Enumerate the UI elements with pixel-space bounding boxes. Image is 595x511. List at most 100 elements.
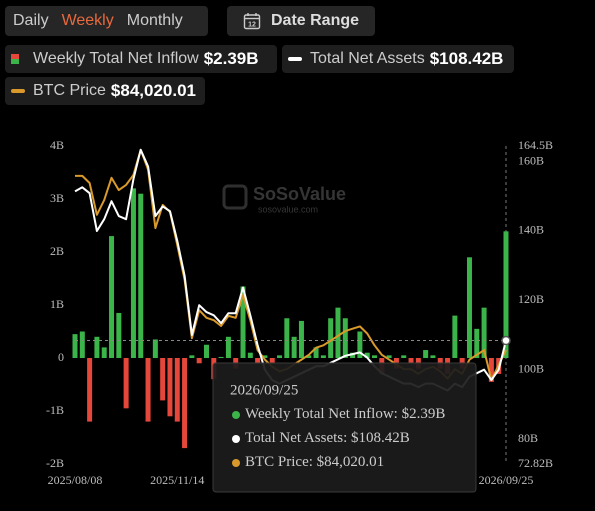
tooltip-row: Total Net Assets: $108.42B bbox=[245, 430, 410, 446]
bar bbox=[79, 331, 85, 358]
bar bbox=[342, 318, 348, 358]
legend-label: Total Net Assets bbox=[310, 50, 425, 67]
tooltip-value: $108.42B bbox=[351, 430, 410, 446]
bar bbox=[94, 336, 100, 358]
bar bbox=[401, 355, 407, 358]
y-tick-label: 0 bbox=[58, 350, 64, 364]
bar bbox=[466, 257, 472, 358]
bar bbox=[123, 358, 129, 409]
y2-tick-label: 164.5B bbox=[518, 138, 553, 152]
tooltip-dot bbox=[232, 435, 240, 443]
bar bbox=[291, 336, 297, 358]
x-tick-label: 2025/11/14 bbox=[150, 473, 204, 487]
bar bbox=[174, 358, 180, 422]
bar bbox=[350, 352, 356, 358]
bar bbox=[182, 358, 188, 449]
bar bbox=[152, 339, 158, 358]
bar bbox=[372, 355, 378, 358]
legend-item: Total Net Assets $108.42B bbox=[282, 45, 514, 73]
bar bbox=[474, 328, 480, 358]
date-range-button[interactable]: 12 Date Range bbox=[227, 6, 375, 36]
tooltip-label: Weekly Total Net Inflow: bbox=[245, 406, 398, 422]
bar bbox=[255, 358, 261, 364]
bar bbox=[306, 355, 312, 358]
legend-value: $84,020.01 bbox=[110, 81, 196, 100]
bar bbox=[328, 318, 334, 358]
watermark-logo bbox=[222, 184, 248, 210]
tooltip-dot bbox=[232, 459, 240, 467]
bar bbox=[269, 358, 275, 364]
legend-label: Weekly Total Net Inflow bbox=[33, 50, 199, 67]
bar bbox=[218, 356, 224, 358]
y2-tick-label: 120B bbox=[518, 292, 544, 306]
period-tab[interactable]: Weekly bbox=[61, 12, 114, 29]
bar bbox=[364, 352, 370, 358]
y2-tick-label: 160B bbox=[518, 153, 544, 167]
bar bbox=[503, 231, 509, 358]
bar bbox=[408, 358, 414, 364]
bar bbox=[130, 188, 136, 358]
legend-icon bbox=[11, 54, 19, 64]
y-tick-label: 3B bbox=[50, 191, 64, 205]
tooltip-value: $2.39B bbox=[402, 406, 446, 422]
bar bbox=[320, 355, 326, 358]
calendar-day: 12 bbox=[248, 21, 256, 28]
bar bbox=[189, 355, 195, 358]
tooltip-label: BTC Price: bbox=[245, 454, 313, 470]
bar bbox=[101, 347, 107, 358]
watermark-url: sosovalue.com bbox=[258, 204, 318, 214]
y2-tick-label: 80B bbox=[518, 431, 538, 445]
bar bbox=[72, 334, 78, 358]
period-tab[interactable]: Monthly bbox=[126, 12, 183, 29]
y2-tick-label: 100B bbox=[518, 361, 544, 375]
bar bbox=[262, 355, 268, 358]
y-tick-label: -2B bbox=[46, 456, 64, 470]
bar bbox=[247, 352, 253, 358]
legend-icon bbox=[288, 57, 302, 61]
y-tick-label: 4B bbox=[50, 138, 64, 152]
bar bbox=[335, 307, 341, 358]
latest-point bbox=[501, 335, 511, 346]
legend-label: BTC Price bbox=[33, 82, 106, 99]
tooltip-date: 2026/09/25 bbox=[230, 382, 298, 398]
bar bbox=[203, 344, 209, 358]
tooltip: 2026/09/25 Weekly Total Net Inflow: $2.39… bbox=[212, 362, 477, 493]
bar bbox=[196, 358, 202, 364]
period-tabs: Daily Weekly Monthly bbox=[5, 6, 208, 36]
bar bbox=[109, 236, 115, 358]
bar bbox=[240, 286, 246, 358]
bar bbox=[430, 355, 436, 358]
bar bbox=[357, 331, 363, 358]
bar bbox=[167, 358, 173, 417]
bar bbox=[488, 358, 494, 382]
period-tab[interactable]: Daily bbox=[13, 12, 49, 29]
legend-value: $108.42B bbox=[429, 49, 504, 68]
legend-item: Weekly Total Net Inflow $2.39B bbox=[5, 45, 277, 73]
y2-tick-label: 140B bbox=[518, 223, 544, 237]
bar bbox=[284, 318, 290, 358]
bar bbox=[116, 312, 122, 358]
bar bbox=[481, 307, 487, 358]
watermark-name: SoSoValue bbox=[253, 184, 346, 204]
bar bbox=[87, 358, 93, 422]
tooltip-row: Weekly Total Net Inflow: $2.39B bbox=[245, 406, 445, 422]
bar bbox=[225, 336, 231, 358]
calendar-icon: 12 bbox=[243, 13, 261, 30]
tooltip-row: BTC Price: $84,020.01 bbox=[245, 454, 384, 470]
x-tick-label: 2026/09/25 bbox=[479, 473, 534, 487]
bar bbox=[313, 347, 319, 358]
bar bbox=[386, 355, 392, 358]
bar bbox=[423, 350, 429, 358]
bar bbox=[452, 315, 458, 358]
bar bbox=[160, 358, 166, 401]
bar bbox=[277, 355, 283, 358]
x-tick-label: 2025/08/08 bbox=[48, 473, 103, 487]
legend-icon bbox=[11, 89, 25, 93]
tooltip-label: Total Net Assets: bbox=[245, 430, 347, 446]
y-tick-label: -1B bbox=[46, 403, 64, 417]
bar bbox=[138, 193, 144, 358]
tooltip-dot bbox=[232, 411, 240, 419]
